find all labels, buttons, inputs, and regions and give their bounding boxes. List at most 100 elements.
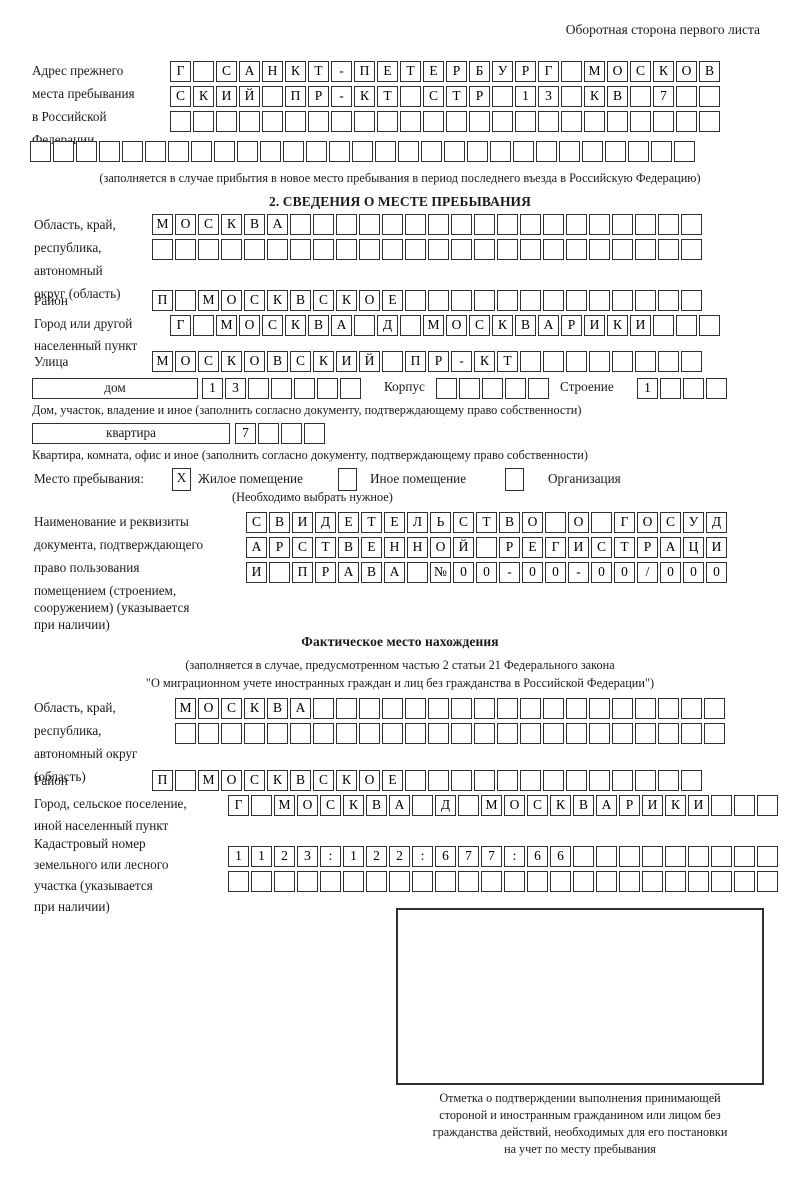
actual-district-row-cell-21[interactable] [612,770,633,791]
section2-district-row-cell-3[interactable]: М [198,290,219,311]
section2-district-row-cell-4[interactable]: О [221,290,242,311]
section2-street-row-cell-4[interactable]: К [221,351,242,372]
actual-region-row-1-cell-19[interactable] [589,698,610,719]
section2-district-row-cell-15[interactable] [474,290,495,311]
document-row-3-cell-16[interactable]: 0 [591,562,612,583]
document-row-3-cell-19[interactable]: 0 [660,562,681,583]
previous-address-row-4-cell-2[interactable] [53,141,74,162]
section2-region-row-1-cell-8[interactable] [313,214,334,235]
document-row-2-cell-20[interactable]: Ц [683,537,704,558]
cadastral-row-2-cell-1[interactable] [228,871,249,892]
actual-region-row-1-cell-20[interactable] [612,698,633,719]
previous-address-row-4-cell-6[interactable] [145,141,166,162]
section2-district-row-cell-18[interactable] [543,290,564,311]
cadastral-row-1-cell-4[interactable]: 3 [297,846,318,867]
previous-address-row-1-cell-1[interactable]: Г [170,61,191,82]
cadastral-row-2-cell-12[interactable] [481,871,502,892]
document-row-1-cell-21[interactable]: Д [706,512,727,533]
korpus-cell-1[interactable] [436,378,457,399]
document-row-1-cell-19[interactable]: С [660,512,681,533]
section2-region-row-1-cell-7[interactable] [290,214,311,235]
section2-street-row-cell-6[interactable]: В [267,351,288,372]
actual-district-row-cell-4[interactable]: О [221,770,242,791]
korpus-cell-3[interactable] [482,378,503,399]
previous-address-row-3-cell-11[interactable] [400,111,421,132]
cadastral-row-1-cell-22[interactable] [711,846,732,867]
section2-street-row-cell-8[interactable]: К [313,351,334,372]
previous-address-row-4-cell-23[interactable] [536,141,557,162]
previous-address-row-2-cell-3[interactable]: И [216,86,237,107]
section2-region-row-1-cell-24[interactable] [681,214,702,235]
previous-address-row-2-cell-15[interactable] [492,86,513,107]
section2-region-row-2-cell-23[interactable] [658,239,679,260]
previous-address-row-4-cell-18[interactable] [421,141,442,162]
cadastral-row-2-cell-24[interactable] [757,871,778,892]
actual-region-row-2-cell-20[interactable] [612,723,633,744]
document-row-3-cell-5[interactable]: А [338,562,359,583]
actual-region-row-2-cell-18[interactable] [566,723,587,744]
previous-address-row-4-cell-8[interactable] [191,141,212,162]
section2-street-row-cell-17[interactable] [520,351,541,372]
section2-city-row-cell-23[interactable] [676,315,697,336]
actual-region-row-2-cell-14[interactable] [474,723,495,744]
previous-address-row-3-cell-7[interactable] [308,111,329,132]
previous-address-row-3-cell-20[interactable] [607,111,628,132]
cadastral-row-1-cell-14[interactable]: 6 [527,846,548,867]
cadastral-row-2-cell-2[interactable] [251,871,272,892]
section2-region-row-2-cell-8[interactable] [313,239,334,260]
actual-city-row-cell-8[interactable]: А [389,795,410,816]
actual-city-row-cell-15[interactable]: К [550,795,571,816]
actual-city-row-cell-14[interactable]: С [527,795,548,816]
previous-address-row-4-cell-26[interactable] [605,141,626,162]
actual-region-row-1-cell-12[interactable] [428,698,449,719]
section2-region-row-2-cell-18[interactable] [543,239,564,260]
cadastral-row-2-cell-5[interactable] [320,871,341,892]
document-row-2-cell-2[interactable]: Р [269,537,290,558]
house-number-cell-5[interactable] [294,378,315,399]
previous-address-row-1-cell-22[interactable]: К [653,61,674,82]
previous-address-row-2-cell-20[interactable]: В [607,86,628,107]
actual-region-row-1-cell-3[interactable]: С [221,698,242,719]
stroenie-cell-2[interactable] [660,378,681,399]
section2-city-row-cell-3[interactable]: М [216,315,237,336]
section2-district-row-cell-14[interactable] [451,290,472,311]
previous-address-row-4-cell-17[interactable] [398,141,419,162]
previous-address-row-3-cell-1[interactable] [170,111,191,132]
actual-city-row-cell-13[interactable]: О [504,795,525,816]
section2-region-row-1-cell-14[interactable] [451,214,472,235]
actual-district-row-cell-20[interactable] [589,770,610,791]
cadastral-row-1-cell-12[interactable]: 7 [481,846,502,867]
document-row-3-cell-9[interactable]: № [430,562,451,583]
actual-city-row-cell-12[interactable]: М [481,795,502,816]
section2-district-row-cell-16[interactable] [497,290,518,311]
confirmation-stamp-box[interactable] [396,908,764,1085]
section2-region-row-1-cell-23[interactable] [658,214,679,235]
section2-region-row-1-cell-21[interactable] [612,214,633,235]
actual-region-row-2-cell-10[interactable] [382,723,403,744]
section2-district-row-cell-11[interactable]: Е [382,290,403,311]
previous-address-row-3-cell-6[interactable] [285,111,306,132]
previous-address-row-3-cell-2[interactable] [193,111,214,132]
cadastral-row-2[interactable] [228,871,778,892]
previous-address-row-4-cell-12[interactable] [283,141,304,162]
previous-address-row-1-cell-3[interactable]: С [216,61,237,82]
previous-address-row-4-cell-19[interactable] [444,141,465,162]
cadastral-row-2-cell-22[interactable] [711,871,732,892]
previous-address-row-2-cell-6[interactable]: П [285,86,306,107]
section2-city-row-cell-17[interactable]: А [538,315,559,336]
document-row-2-cell-21[interactable]: И [706,537,727,558]
cadastral-row-2-cell-4[interactable] [297,871,318,892]
actual-region-row-2-cell-6[interactable] [290,723,311,744]
cadastral-row-2-cell-13[interactable] [504,871,525,892]
cadastral-row-1-cell-24[interactable] [757,846,778,867]
document-row-2-cell-6[interactable]: Е [361,537,382,558]
document-row-1-cell-6[interactable]: Т [361,512,382,533]
section2-city-row-cell-1[interactable]: Г [170,315,191,336]
actual-district-row-cell-1[interactable]: П [152,770,173,791]
previous-address-row-2-cell-19[interactable]: К [584,86,605,107]
checkbox-organization[interactable] [505,468,524,491]
document-row-2-cell-19[interactable]: А [660,537,681,558]
document-row-3-cell-1[interactable]: И [246,562,267,583]
